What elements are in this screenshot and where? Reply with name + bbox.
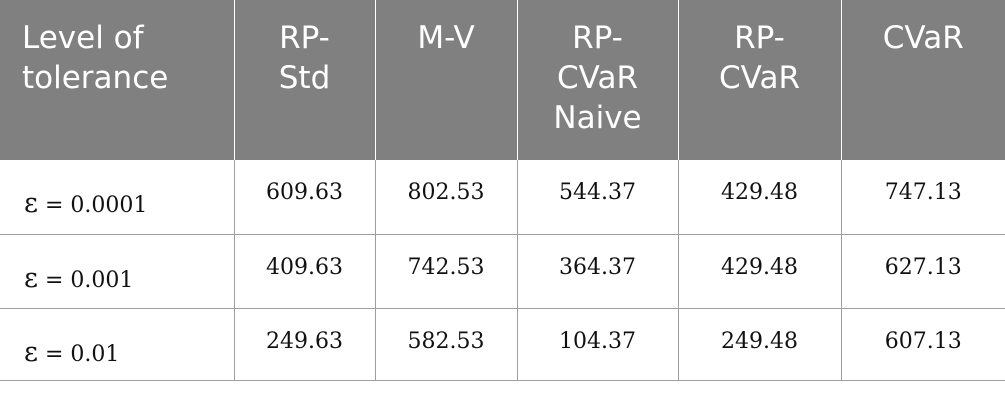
cell-rp-cvar-naive: 544.37 bbox=[517, 160, 679, 235]
table-row: ε = 0.0001 609.63 802.53 544.37 429.48 7… bbox=[0, 160, 1005, 235]
header-rp-cvar: RP- CVaR bbox=[678, 0, 842, 160]
epsilon-symbol: ε bbox=[24, 188, 38, 219]
epsilon-symbol: ε bbox=[24, 336, 38, 368]
results-table: Level of tolerance RP- Std M-V RP- CVaR … bbox=[0, 0, 1005, 381]
tolerance-cell: ε = 0.001 bbox=[0, 234, 235, 309]
cell-cvar: 747.13 bbox=[841, 160, 1005, 235]
cell-rp-std: 249.63 bbox=[234, 308, 376, 381]
table-row: ε = 0.001 409.63 742.53 364.37 429.48 62… bbox=[0, 234, 1005, 309]
tolerance-cell: ε = 0.01 bbox=[0, 308, 235, 381]
cell-rp-cvar-naive: 364.37 bbox=[517, 234, 679, 309]
cell-m-v: 582.53 bbox=[375, 308, 518, 381]
cell-rp-cvar: 429.48 bbox=[678, 160, 842, 235]
table-header: Level of tolerance RP- Std M-V RP- CVaR … bbox=[0, 0, 1005, 160]
header-rp-std: RP- Std bbox=[234, 0, 376, 160]
cell-m-v: 742.53 bbox=[375, 234, 518, 309]
table-body: ε = 0.0001 609.63 802.53 544.37 429.48 7… bbox=[0, 160, 1005, 381]
tolerance-cell: ε = 0.0001 bbox=[0, 160, 235, 235]
tolerance-value: = 0.001 bbox=[38, 267, 134, 293]
epsilon-symbol: ε bbox=[24, 262, 38, 294]
header-row: Level of tolerance RP- Std M-V RP- CVaR … bbox=[0, 0, 1005, 160]
cell-rp-cvar-naive: 104.37 bbox=[517, 308, 679, 381]
cell-m-v: 802.53 bbox=[375, 160, 518, 235]
cell-rp-cvar: 429.48 bbox=[678, 234, 842, 309]
cell-rp-std: 409.63 bbox=[234, 234, 376, 309]
header-rp-cvar-naive: RP- CVaR Naive bbox=[517, 0, 679, 160]
header-m-v: M-V bbox=[375, 0, 518, 160]
tolerance-value: = 0.01 bbox=[38, 341, 120, 367]
cell-rp-cvar: 249.48 bbox=[678, 308, 842, 381]
header-level-of-tolerance: Level of tolerance bbox=[0, 0, 235, 160]
cell-rp-std: 609.63 bbox=[234, 160, 376, 235]
cell-cvar: 627.13 bbox=[841, 234, 1005, 309]
tolerance-value: = 0.0001 bbox=[38, 193, 148, 218]
cell-cvar: 607.13 bbox=[841, 308, 1005, 381]
table-row: ε = 0.01 249.63 582.53 104.37 249.48 607… bbox=[0, 308, 1005, 381]
header-cvar: CVaR bbox=[841, 0, 1005, 160]
